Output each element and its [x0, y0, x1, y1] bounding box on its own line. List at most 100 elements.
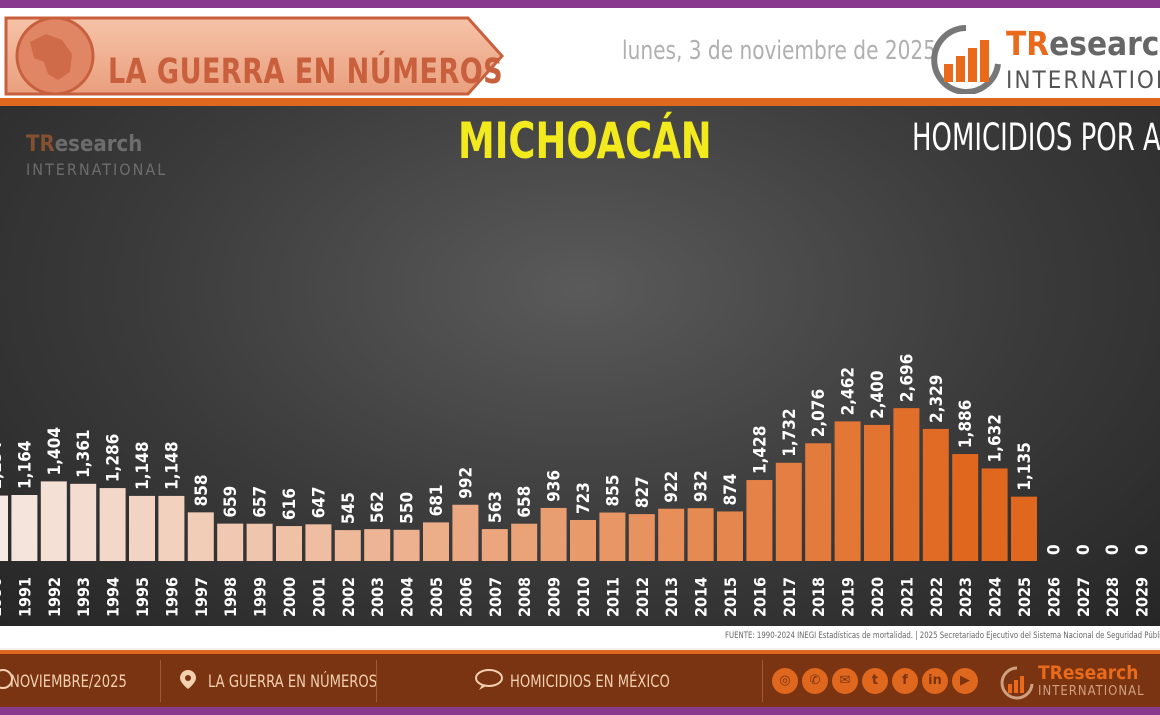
bar	[599, 512, 626, 561]
chart-panel: 1,154 1990 1,164 1991 1,404 1992 1,361 1993 1,28…	[0, 106, 1160, 626]
year-tick-label: 1991	[15, 577, 34, 617]
badge-title: LA GUERRA EN NÚMEROS	[108, 52, 504, 92]
bar-value-label: 1,428	[750, 426, 770, 474]
brand-logo: TResearch INTERNATIONAL	[928, 22, 1160, 94]
bar	[0, 495, 8, 561]
bar-value-label: 922	[662, 471, 682, 503]
year-tick-label: 2025	[1015, 577, 1034, 617]
watermark-subtitle: INTERNATIONAL	[26, 160, 168, 179]
footer-bar: NOVIEMBRE/2025 LA GUERRA EN NÚMEROS HOMI…	[0, 650, 1160, 707]
bar-value-label: 723	[574, 482, 594, 514]
footer-brand: TResearch INTERNATIONAL	[1000, 662, 1160, 704]
bar	[952, 454, 979, 561]
bar	[658, 508, 685, 561]
year-tick-label: 2001	[309, 577, 328, 617]
header-date: lunes, 3 de noviembre de 2025	[622, 36, 937, 66]
section-badge: LA GUERRA EN NÚMEROS	[0, 14, 505, 98]
year-tick-label: 2016	[750, 577, 769, 617]
bar-value-label: 2,696	[897, 354, 917, 402]
bar-value-label: 1,154	[0, 441, 6, 489]
bar-value-label: 1,632	[986, 414, 1006, 462]
top-frame-strip	[0, 0, 1160, 8]
bar-value-label: 992	[456, 467, 476, 499]
bar	[70, 483, 97, 561]
facebook-icon[interactable]: f	[892, 668, 918, 694]
mail-icon[interactable]: ✉	[832, 668, 858, 694]
footer-topic: HOMICIDIOS EN MÉXICO	[510, 672, 670, 692]
footer-brand-icon	[1000, 666, 1034, 700]
year-tick-label: 2009	[545, 577, 564, 617]
youtube-icon[interactable]: ▶	[952, 668, 978, 694]
year-tick-label: 2028	[1103, 577, 1122, 617]
bar	[1011, 496, 1037, 561]
bar-value-label: 647	[309, 486, 329, 518]
year-tick-label: 2014	[692, 577, 711, 617]
bar	[452, 504, 479, 561]
calendar-icon	[0, 669, 13, 689]
bar-value-label: 2,400	[868, 371, 888, 419]
bar	[246, 523, 273, 561]
bar	[628, 514, 655, 561]
footer-divider	[762, 660, 763, 702]
year-tick-label: 2022	[927, 577, 946, 617]
bar	[129, 495, 155, 561]
brand-subtitle: INTERNATIONAL	[1006, 66, 1160, 94]
year-tick-label: 2018	[809, 577, 828, 617]
year-tick-label: 1992	[45, 577, 64, 617]
bar	[334, 530, 361, 561]
source-text: FUENTE: 1990-2024 INEGI Estadísticas de …	[725, 631, 1160, 641]
bar-value-label: 936	[545, 470, 565, 502]
bar-value-label: 1,286	[104, 434, 124, 482]
year-tick-label: 2011	[603, 577, 622, 617]
globe-icon[interactable]: ◎	[772, 668, 798, 694]
bar-value-label: 563	[486, 491, 506, 523]
bar-value-label: 681	[427, 484, 447, 516]
bar	[158, 495, 185, 561]
linkedin-icon[interactable]: in	[922, 668, 948, 694]
bar-value-label: 1,404	[45, 427, 65, 475]
bar-value-label: 616	[280, 488, 300, 520]
year-tick-label: 2019	[839, 577, 858, 617]
bottom-frame-strip	[0, 707, 1160, 715]
brand-name: TResearch	[1006, 24, 1160, 63]
year-tick-label: 2000	[280, 577, 299, 617]
bar-value-label: 1,886	[956, 400, 976, 448]
watermark-logo: TResearch INTERNATIONAL	[0, 132, 165, 192]
twitter-icon[interactable]: t	[862, 668, 888, 694]
year-tick-label: 2010	[574, 577, 593, 617]
year-tick-label: 2003	[368, 577, 387, 617]
brand-swirl-icon	[931, 25, 1001, 94]
year-tick-label: 1998	[221, 577, 240, 617]
footer-divider	[160, 660, 161, 702]
bar-value-label: 545	[339, 492, 359, 524]
social-icons: ◎ ✆ ✉ t f in ▶	[772, 668, 982, 694]
year-tick-label: 1990	[0, 577, 5, 617]
bar-value-label: 550	[398, 492, 418, 524]
bar	[805, 443, 832, 561]
year-tick-label: 2026	[1044, 577, 1063, 617]
bar-value-label: 0	[1044, 544, 1064, 555]
bar	[922, 428, 949, 561]
footer-divider	[376, 660, 377, 702]
phone-icon[interactable]: ✆	[802, 668, 828, 694]
bar	[893, 408, 920, 561]
bar-value-label: 1,361	[74, 429, 94, 477]
bar-value-label: 0	[1133, 544, 1153, 555]
bar	[423, 522, 449, 561]
bar-value-label: 562	[368, 491, 388, 523]
bar-value-label: 1,164	[15, 441, 35, 489]
bar	[276, 526, 302, 561]
bar	[687, 508, 714, 561]
year-tick-label: 2017	[780, 577, 799, 617]
year-tick-label: 2027	[1074, 577, 1093, 617]
bar	[364, 529, 391, 561]
chart-title: MICHOACÁN	[458, 112, 712, 170]
bar-value-label: 658	[515, 486, 535, 518]
bar-value-label: 1,148	[162, 442, 182, 490]
year-tick-label: 2008	[515, 577, 534, 617]
bar-value-label: 0	[1103, 544, 1123, 555]
year-tick-label: 2002	[339, 577, 358, 617]
year-tick-label: 2024	[986, 577, 1005, 617]
bar	[511, 523, 538, 561]
bar	[746, 480, 773, 561]
